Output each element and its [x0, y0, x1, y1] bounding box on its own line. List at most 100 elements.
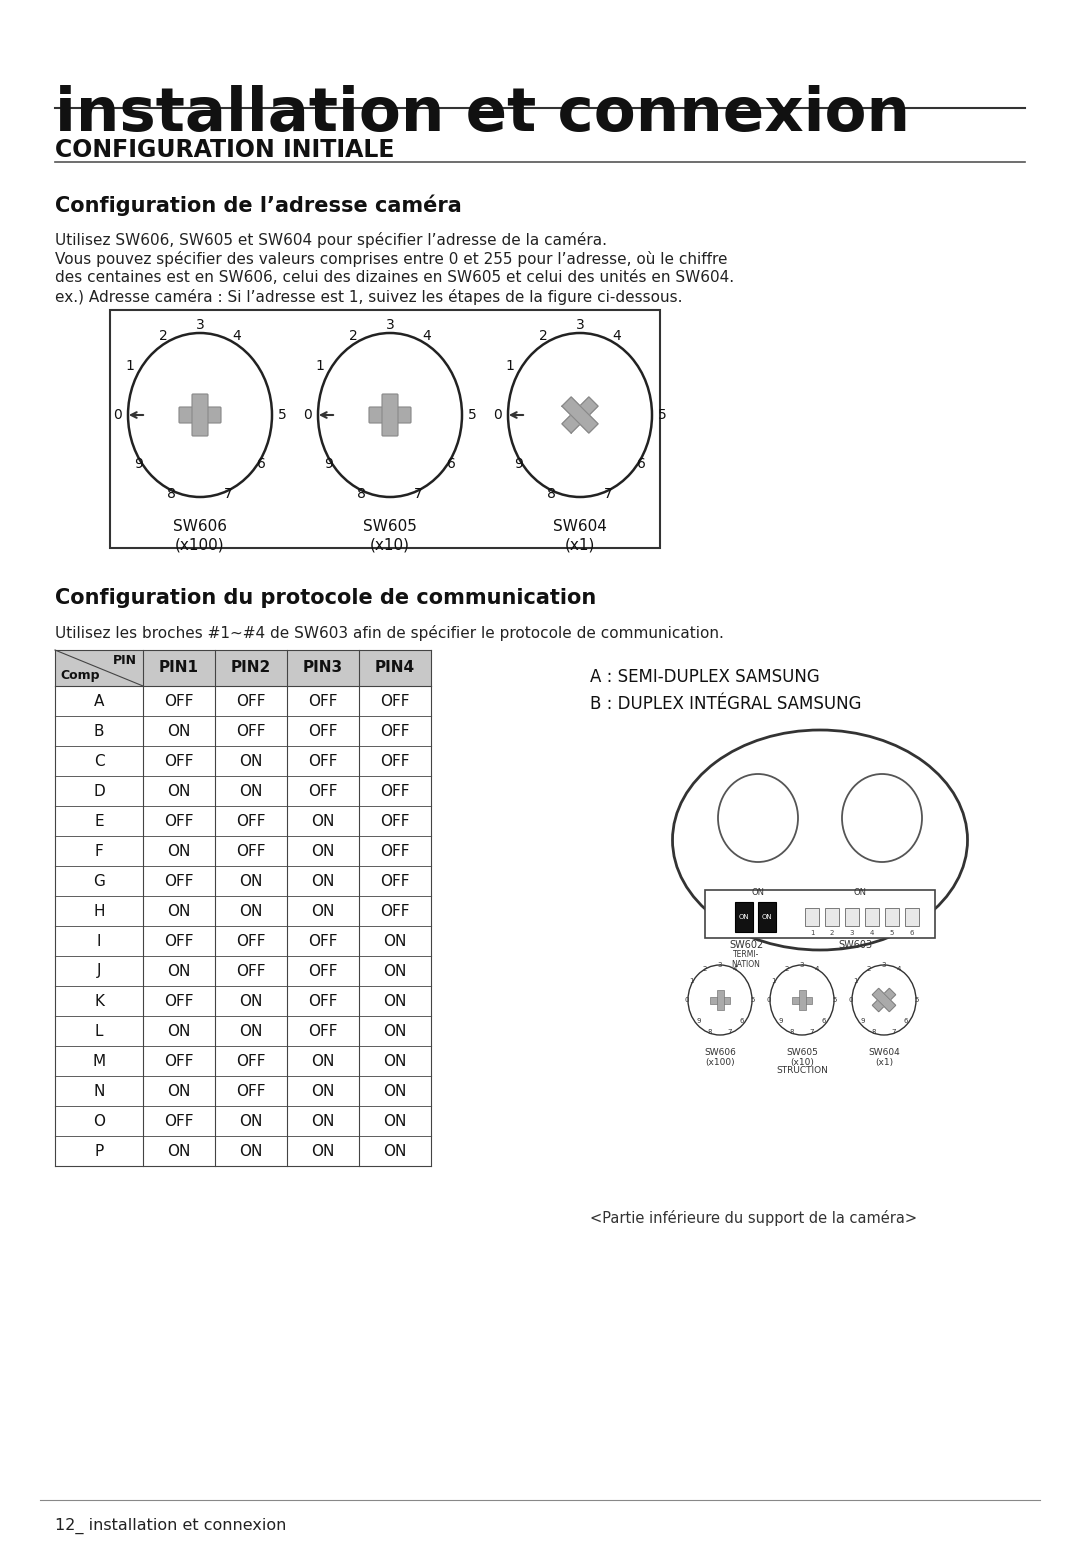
Ellipse shape	[842, 775, 922, 863]
Text: 6: 6	[909, 930, 915, 937]
Text: 1: 1	[690, 978, 694, 984]
Text: OFF: OFF	[237, 844, 266, 858]
Text: F: F	[95, 844, 104, 858]
Text: ON: ON	[311, 844, 335, 858]
Ellipse shape	[673, 730, 968, 950]
Text: PIN1: PIN1	[159, 660, 199, 676]
Text: 9: 9	[697, 1018, 701, 1025]
Text: A : SEMI-DUPLEX SAMSUNG: A : SEMI-DUPLEX SAMSUNG	[590, 668, 820, 687]
Text: Configuration du protocole de communication: Configuration du protocole de communicat…	[55, 588, 596, 608]
Ellipse shape	[129, 333, 272, 497]
Text: P: P	[94, 1143, 104, 1159]
Text: 2: 2	[349, 329, 357, 343]
Text: 5: 5	[890, 930, 894, 937]
Text: ON: ON	[761, 913, 772, 920]
Text: 5: 5	[915, 997, 919, 1003]
Text: ON: ON	[311, 904, 335, 918]
Text: ON: ON	[167, 724, 191, 739]
Text: 2: 2	[703, 966, 707, 972]
Text: J: J	[97, 963, 102, 978]
FancyBboxPatch shape	[382, 393, 399, 437]
Text: 8: 8	[546, 488, 556, 501]
Text: 6: 6	[739, 1018, 744, 1025]
Text: Comp: Comp	[60, 670, 99, 682]
Text: OFF: OFF	[380, 873, 409, 889]
Text: 5: 5	[278, 407, 286, 421]
Bar	[55, 1046, 431, 1075]
Text: OFF: OFF	[380, 904, 409, 918]
Text: ON: ON	[311, 1143, 335, 1159]
Polygon shape	[873, 989, 895, 1012]
Text: OFF: OFF	[380, 844, 409, 858]
Text: ON: ON	[240, 1023, 262, 1038]
Text: 8: 8	[872, 1029, 876, 1034]
Bar	[55, 1015, 431, 1046]
Text: L: L	[95, 1023, 104, 1038]
Text: OFF: OFF	[164, 813, 193, 829]
Text: 0: 0	[849, 997, 853, 1003]
Bar	[735, 903, 753, 932]
Ellipse shape	[318, 333, 462, 497]
Text: OFF: OFF	[237, 934, 266, 949]
Bar	[110, 310, 660, 548]
Text: PIN2: PIN2	[231, 660, 271, 676]
Text: OFF: OFF	[380, 693, 409, 708]
Text: PIN: PIN	[113, 654, 137, 667]
Text: ON: ON	[853, 889, 866, 896]
Text: OFF: OFF	[237, 724, 266, 739]
Bar	[55, 896, 431, 926]
Bar	[885, 907, 899, 926]
Text: 1: 1	[810, 930, 814, 937]
Text: ON: ON	[752, 889, 765, 896]
Text: SW602: SW602	[729, 940, 764, 950]
Text: 3: 3	[195, 318, 204, 332]
Text: OFF: OFF	[380, 724, 409, 739]
Bar	[55, 745, 431, 776]
Text: B: B	[94, 724, 105, 739]
Text: <Partie inférieure du support de la caméra>: <Partie inférieure du support de la camé…	[590, 1210, 917, 1227]
Text: ON: ON	[240, 753, 262, 768]
Text: D: D	[93, 784, 105, 798]
Text: OFF: OFF	[308, 724, 338, 739]
Text: 8: 8	[167, 488, 176, 501]
Text: 4: 4	[869, 930, 874, 937]
Bar	[55, 926, 431, 957]
Text: 2: 2	[159, 329, 167, 343]
Text: ON: ON	[311, 873, 335, 889]
Text: 7: 7	[892, 1029, 896, 1034]
Text: 7: 7	[810, 1029, 814, 1034]
Text: B : DUPLEX INTÉGRAL SAMSUNG: B : DUPLEX INTÉGRAL SAMSUNG	[590, 694, 862, 713]
Text: OFF: OFF	[308, 784, 338, 798]
Text: 6: 6	[637, 458, 646, 472]
FancyBboxPatch shape	[192, 393, 208, 437]
Text: 0: 0	[685, 997, 689, 1003]
Ellipse shape	[770, 964, 834, 1035]
Bar	[55, 1075, 431, 1106]
Text: 5: 5	[658, 407, 666, 421]
Text: 5: 5	[468, 407, 476, 421]
Text: ON: ON	[167, 1083, 191, 1099]
Bar	[798, 991, 806, 1011]
Bar	[55, 957, 431, 986]
Bar	[55, 650, 431, 687]
Text: 12_ installation et connexion: 12_ installation et connexion	[55, 1518, 286, 1534]
Text: installation et connexion: installation et connexion	[55, 85, 910, 143]
Text: 6: 6	[257, 458, 266, 472]
Bar	[792, 997, 812, 1003]
Text: PIN3: PIN3	[302, 660, 343, 676]
Text: 4: 4	[732, 966, 737, 972]
Text: 3: 3	[386, 318, 394, 332]
Text: I: I	[97, 934, 102, 949]
Text: OFF: OFF	[308, 934, 338, 949]
Text: 1: 1	[853, 978, 859, 984]
Text: OFF: OFF	[164, 753, 193, 768]
Ellipse shape	[688, 964, 752, 1035]
Bar	[55, 805, 431, 836]
Text: STRUCTION: STRUCTION	[777, 1066, 828, 1075]
Text: ON: ON	[311, 1114, 335, 1128]
Text: ON: ON	[240, 1114, 262, 1128]
FancyBboxPatch shape	[369, 407, 411, 423]
Text: 9: 9	[514, 458, 523, 472]
Text: 1: 1	[315, 358, 325, 372]
Text: 2: 2	[867, 966, 872, 972]
